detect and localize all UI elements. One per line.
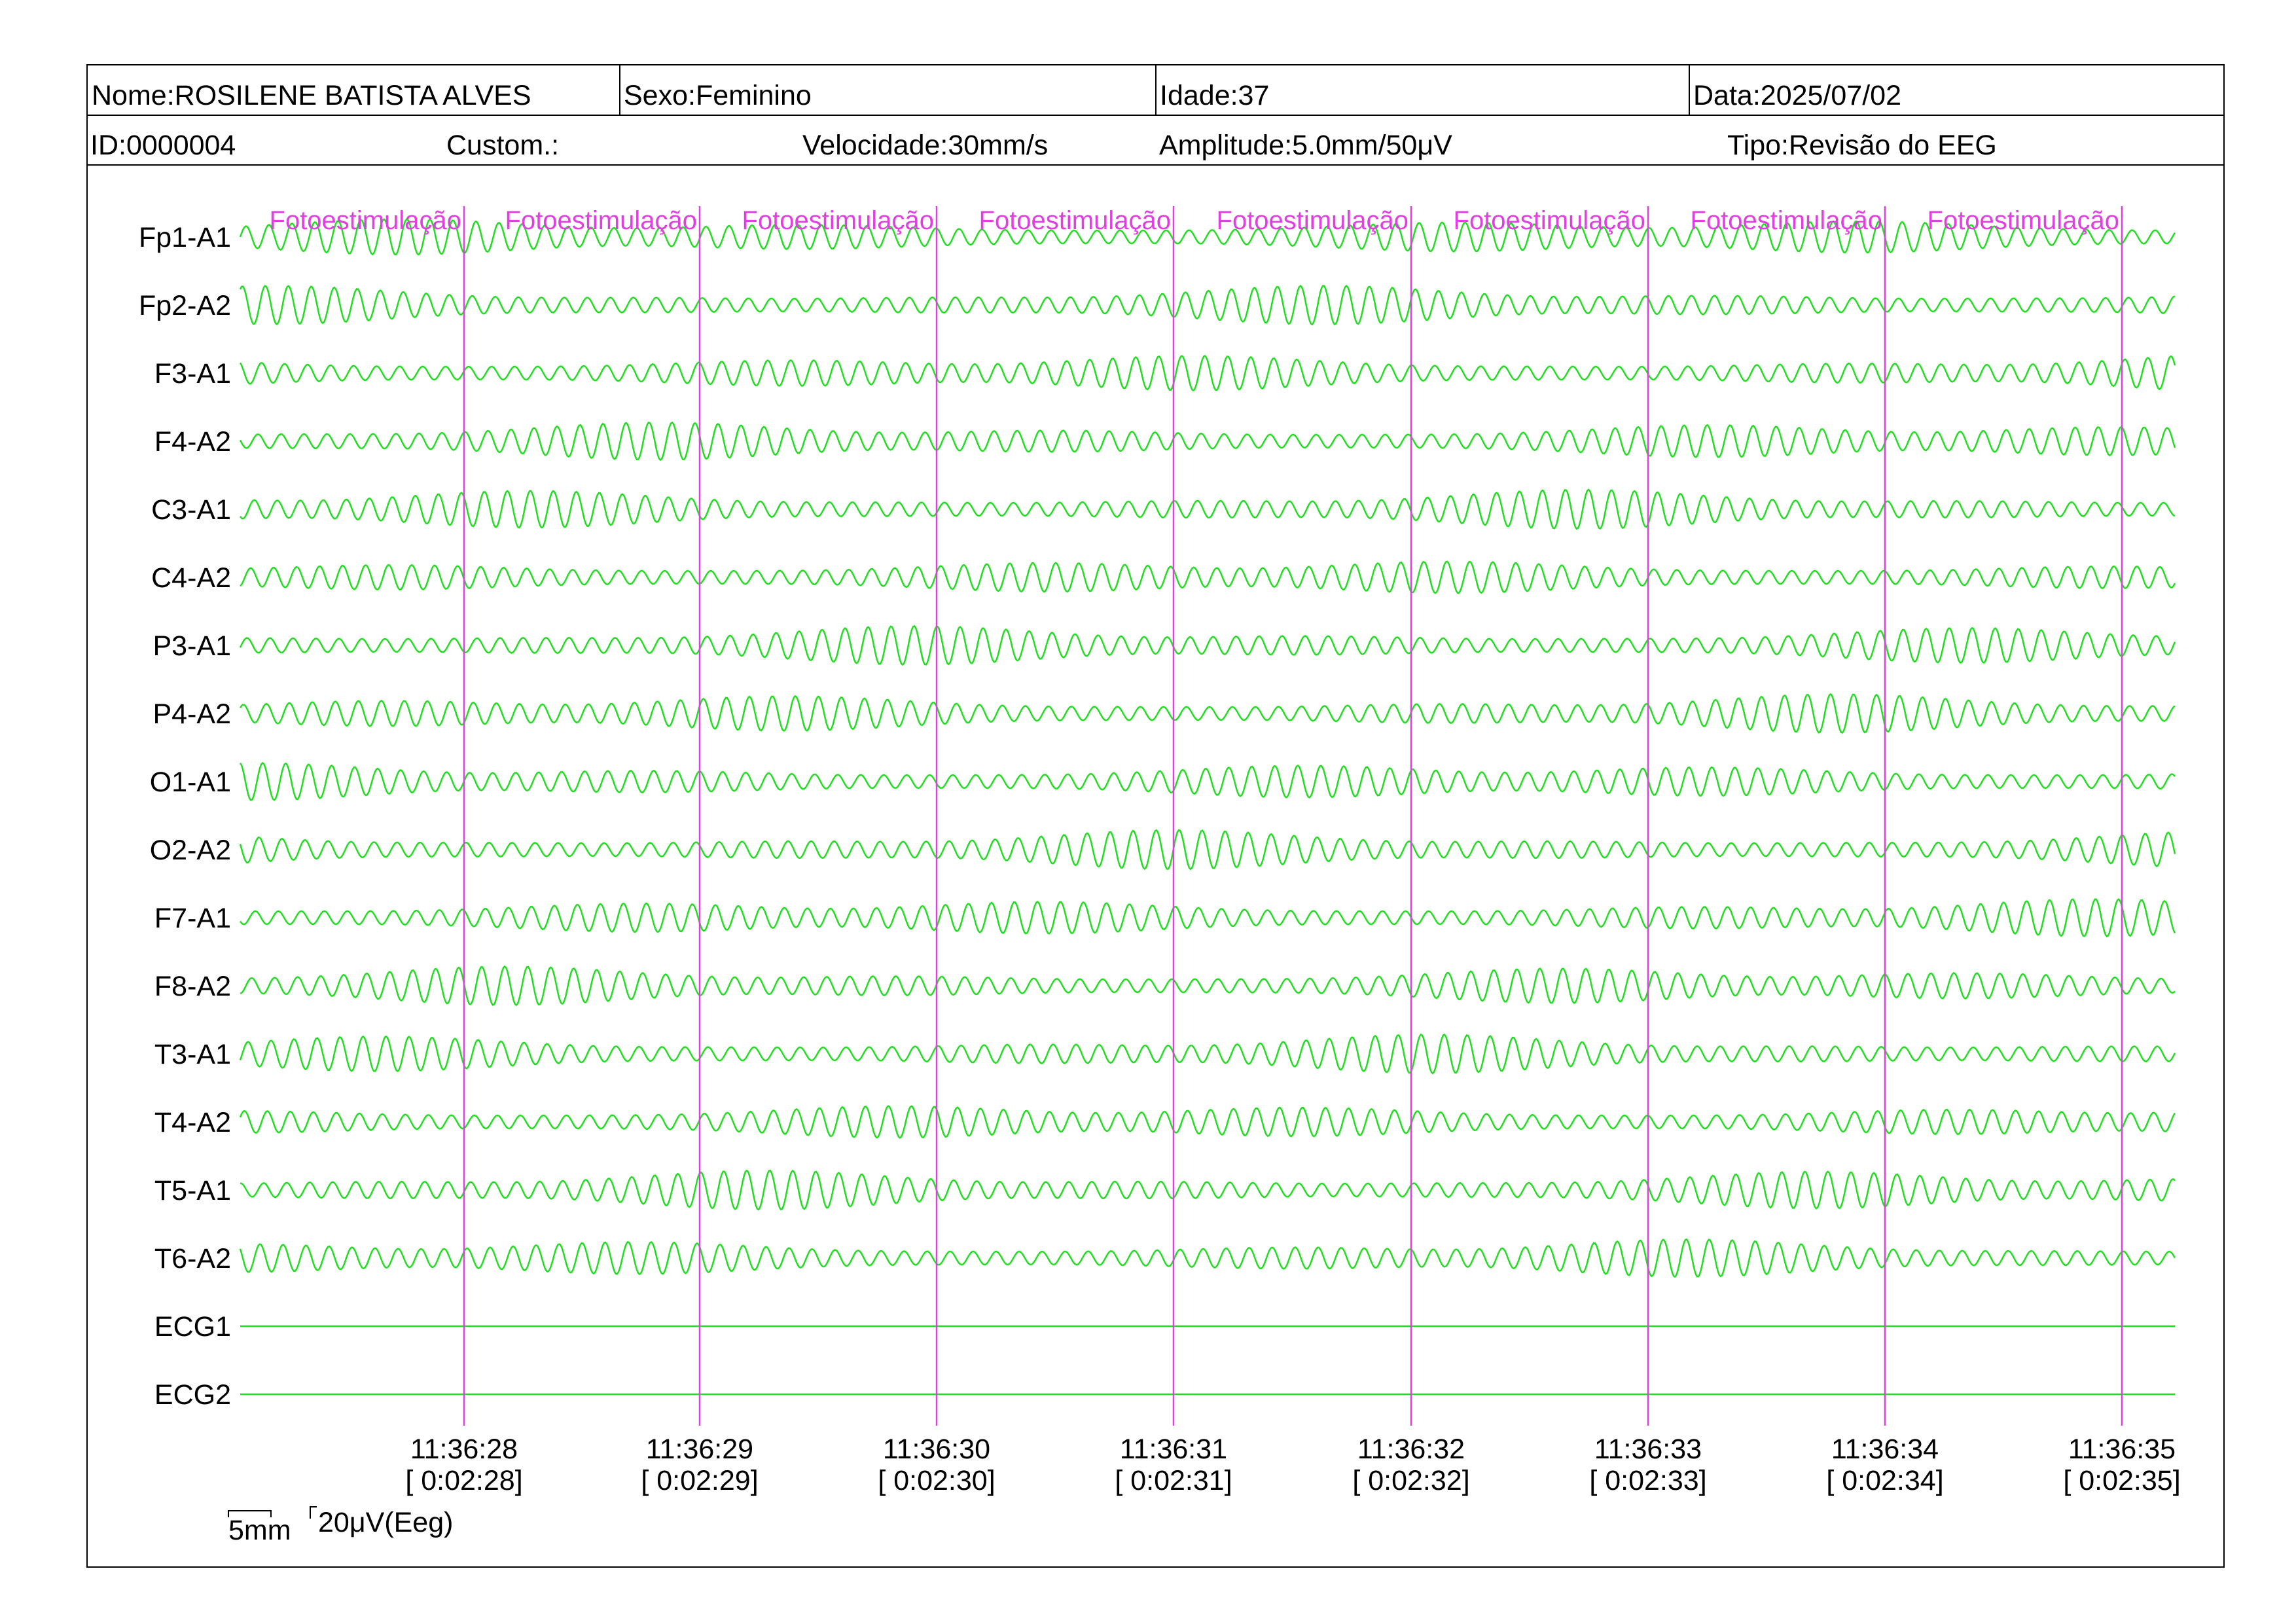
eeg-trace xyxy=(239,829,2176,871)
channel-label: F8-A2 xyxy=(154,971,231,1002)
amp-scale-bar xyxy=(310,1506,317,1519)
channel-label: F7-A1 xyxy=(154,903,231,934)
time-offset: [ 0:02:31] xyxy=(1115,1465,1232,1496)
custom: Custom.: xyxy=(446,130,559,161)
eeg-trace xyxy=(239,693,2176,734)
amp-scale-label: 20μV(Eeg) xyxy=(318,1507,453,1538)
channel-label: F3-A1 xyxy=(154,358,231,389)
time-label: 11:36:34 xyxy=(1831,1434,1939,1465)
channel-label: P3-A1 xyxy=(152,630,231,662)
event-label: Fotoestimulação xyxy=(742,206,934,235)
eeg-trace xyxy=(240,965,2176,1007)
time-label: 11:36:33 xyxy=(1594,1434,1702,1465)
event-label: Fotoestimulação xyxy=(1217,206,1408,235)
patient-age: Idade:37 xyxy=(1160,80,1269,111)
channel-label: F4-A2 xyxy=(154,426,231,458)
eeg-trace xyxy=(240,560,2176,594)
eeg-trace xyxy=(240,1169,2176,1211)
channel-label: C4-A2 xyxy=(151,562,231,594)
time-offset: [ 0:02:28] xyxy=(405,1465,522,1496)
event-label: Fotoestimulação xyxy=(1454,206,1645,235)
time-label: 11:36:32 xyxy=(1357,1434,1465,1465)
event-label: Fotoestimulação xyxy=(270,206,461,235)
channel-label: ECG1 xyxy=(154,1311,231,1343)
exam-type: Tipo:Revisão do EEG xyxy=(1727,130,1997,161)
eeg-trace xyxy=(239,1105,2176,1139)
channel-label: T4-A2 xyxy=(154,1107,231,1138)
time-label: 11:36:28 xyxy=(410,1434,518,1465)
time-scale-bar xyxy=(228,1510,272,1517)
event-label: Fotoestimulação xyxy=(1928,206,2119,235)
eeg-trace xyxy=(239,355,2176,392)
channel-label: O1-A1 xyxy=(150,767,231,798)
channel-label: C3-A1 xyxy=(151,494,231,526)
channel-label: ECG2 xyxy=(154,1379,231,1411)
time-offset: [ 0:02:33] xyxy=(1589,1465,1706,1496)
event-label: Fotoestimulação xyxy=(1691,206,1882,235)
channel-label: Fp1-A1 xyxy=(139,222,231,253)
patient-sex: Sexo:Feminino xyxy=(624,80,812,111)
eeg-trace xyxy=(239,1033,2176,1075)
patient-id: ID:0000004 xyxy=(90,130,236,161)
event-label: Fotoestimulação xyxy=(979,206,1171,235)
time-offset: [ 0:02:29] xyxy=(641,1465,758,1496)
eeg-trace xyxy=(240,488,2176,530)
eeg-trace xyxy=(239,218,2176,256)
eeg-trace xyxy=(239,285,2176,326)
channel-label: T3-A1 xyxy=(154,1039,231,1070)
eeg-trace xyxy=(239,1238,2176,1278)
time-offset: [ 0:02:35] xyxy=(2063,1465,2180,1496)
time-label: 11:36:30 xyxy=(883,1434,990,1465)
amplitude: Amplitude:5.0mm/50μV xyxy=(1159,130,1452,161)
time-offset: [ 0:02:32] xyxy=(1352,1465,1469,1496)
channel-label: T6-A2 xyxy=(154,1243,231,1274)
channel-label: Fp2-A2 xyxy=(139,290,231,321)
time-label: 11:36:31 xyxy=(1120,1434,1227,1465)
eeg-trace xyxy=(240,898,2176,938)
eeg-trace xyxy=(239,761,2176,801)
eeg-trace xyxy=(239,421,2176,461)
channel-label: O2-A2 xyxy=(150,835,231,866)
patient-name: Nome:ROSILENE BATISTA ALVES xyxy=(92,80,531,111)
eeg-trace xyxy=(239,624,2176,666)
time-scale-label: 5mm xyxy=(228,1515,291,1546)
time-offset: [ 0:02:30] xyxy=(878,1465,995,1496)
time-label: 11:36:35 xyxy=(2068,1434,2176,1465)
channel-label: T5-A1 xyxy=(154,1175,231,1206)
channel-label: P4-A2 xyxy=(152,698,231,730)
event-label: Fotoestimulação xyxy=(505,206,697,235)
time-offset: [ 0:02:34] xyxy=(1826,1465,1943,1496)
exam-date: Data:2025/07/02 xyxy=(1693,80,1901,111)
speed: Velocidade:30mm/s xyxy=(802,130,1048,161)
time-label: 11:36:29 xyxy=(646,1434,753,1465)
